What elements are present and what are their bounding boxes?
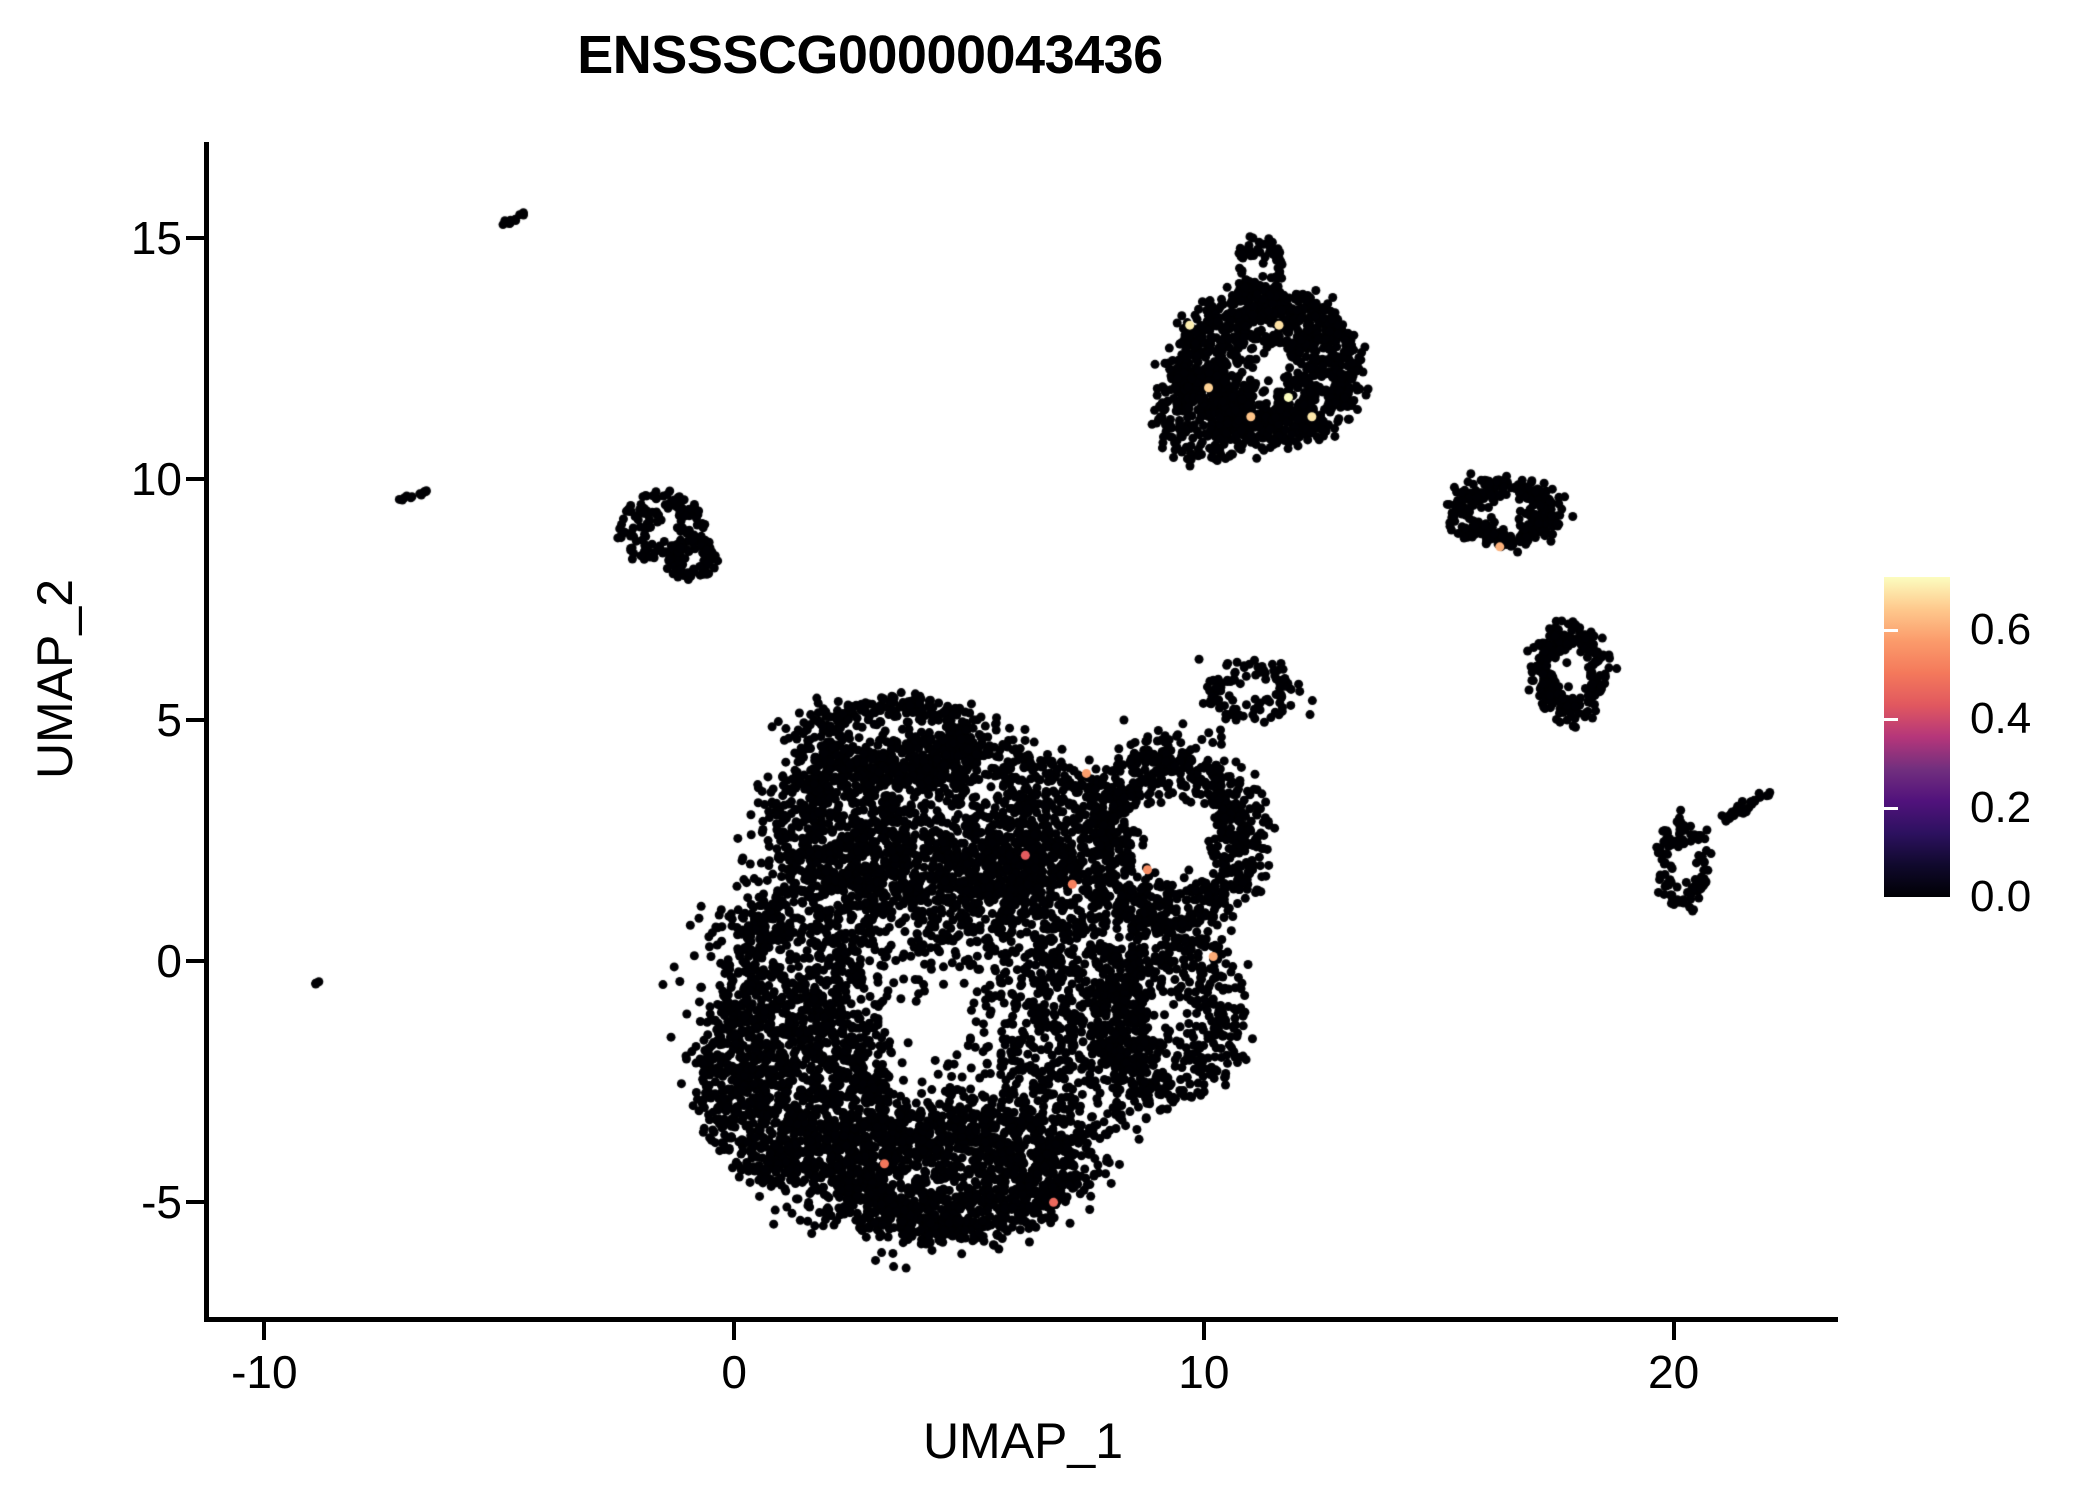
x-axis-title: UMAP_1 <box>922 1413 1124 1469</box>
colorbar-tick-mark <box>1884 629 1898 633</box>
scatter-plot-canvas <box>208 142 1838 1318</box>
y-tick-mark <box>186 236 204 241</box>
colorbar-tick-mark <box>1884 718 1898 722</box>
y-tick-label: 15 <box>130 212 182 265</box>
x-tick-label: 10 <box>1178 1346 1230 1398</box>
colorbar-tick-label: 0.0 <box>1970 872 2032 921</box>
colorbar-gradient <box>1884 577 1950 897</box>
x-tick-label: 0 <box>721 1346 747 1398</box>
x-tick-mark <box>1671 1322 1676 1340</box>
colorbar-tick-label: 0.6 <box>1970 605 2032 655</box>
y-tick-label: 10 <box>130 453 182 506</box>
colorbar-tick-mark <box>1884 807 1898 811</box>
plot-panel <box>208 142 1838 1318</box>
colorbar-tick-label: 0.2 <box>1970 783 2032 833</box>
x-tick-label: 20 <box>1647 1346 1700 1398</box>
x-tick-label: -10 <box>231 1346 298 1398</box>
x-axis-line <box>204 1317 1838 1322</box>
colorbar-tick-mark <box>1870 718 1884 722</box>
x-tick-mark <box>732 1322 737 1340</box>
y-tick-mark <box>186 959 204 964</box>
colorbar-tick-mark <box>1870 629 1884 633</box>
x-tick-mark <box>262 1322 267 1340</box>
colorbar-tick-mark <box>1870 807 1884 811</box>
page-title: ENSSSCG00000043436 <box>577 25 1163 85</box>
y-axis-title: UMAP_2 <box>27 578 83 780</box>
y-tick-label: -5 <box>141 1176 182 1229</box>
y-axis-line <box>204 142 209 1320</box>
y-tick-mark <box>186 477 204 482</box>
y-tick-label: 5 <box>156 694 182 747</box>
x-tick-mark <box>1201 1322 1206 1340</box>
colorbar-tick-label: 0.4 <box>1970 694 2032 744</box>
y-tick-label: 0 <box>156 935 182 988</box>
y-tick-mark <box>186 718 204 723</box>
y-tick-mark <box>186 1200 204 1205</box>
